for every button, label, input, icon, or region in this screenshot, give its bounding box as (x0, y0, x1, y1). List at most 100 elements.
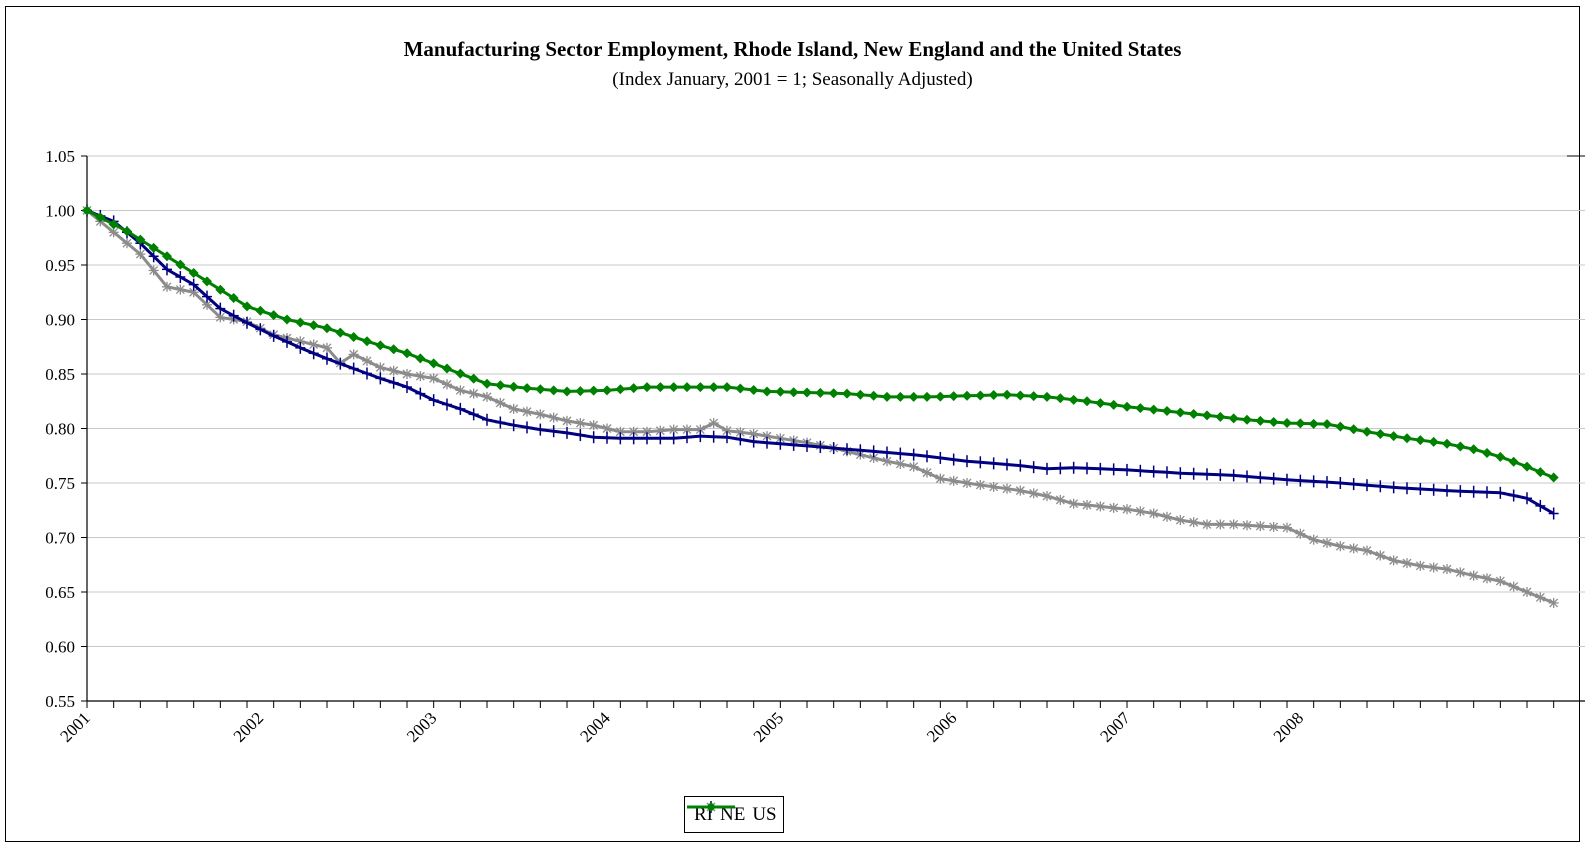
point-ri (415, 371, 426, 382)
point-ri (1522, 587, 1532, 597)
point-us (135, 234, 146, 245)
point-ne (1402, 482, 1412, 495)
point-ri (508, 403, 519, 414)
point-us (82, 205, 92, 216)
point-ne (775, 437, 786, 450)
point-ne (1335, 477, 1346, 489)
point-us (1348, 424, 1359, 435)
point-us (482, 378, 492, 389)
point-ne (1028, 461, 1039, 474)
y-tick-label: 0.70 (45, 529, 75, 548)
point-ri (988, 481, 999, 492)
point-us (122, 226, 132, 237)
point-ne (1202, 468, 1212, 481)
point-ne (348, 362, 359, 375)
point-us (908, 391, 919, 402)
point-ne (1228, 469, 1239, 482)
point-us (695, 382, 706, 393)
point-us (655, 382, 666, 393)
point-ri (602, 423, 612, 434)
point-us (255, 305, 266, 316)
point-us (1188, 409, 1199, 420)
point-ri (1135, 506, 1146, 517)
point-ne (268, 329, 279, 342)
point-us (828, 388, 839, 399)
point-ri (1548, 597, 1559, 608)
legend-item-us: US (687, 802, 777, 826)
x-tick-label: 2005 (750, 708, 787, 745)
point-ri (348, 349, 359, 360)
point-ne (535, 423, 546, 436)
point-us (788, 387, 799, 398)
point-ri (935, 473, 946, 484)
series-line-ri (86, 209, 1555, 605)
point-ri (1495, 576, 1506, 587)
point-ne (1002, 458, 1012, 471)
point-us (95, 212, 106, 223)
point-ne (895, 447, 906, 460)
legend: RI NE US (684, 796, 784, 833)
point-us (522, 383, 532, 394)
point-ne (1268, 472, 1279, 485)
point-us (1402, 433, 1412, 444)
point-ne (802, 439, 812, 452)
point-us (1495, 451, 1506, 462)
point-us (1122, 401, 1132, 412)
point-us (1095, 398, 1106, 409)
point-us (148, 242, 159, 253)
point-us (882, 391, 892, 402)
point-us (1175, 407, 1186, 418)
point-ne (1042, 462, 1052, 475)
point-us (1268, 416, 1279, 427)
point-ri (1228, 519, 1239, 530)
point-ne (1148, 465, 1159, 478)
point-us (975, 390, 986, 401)
point-ri (1442, 564, 1452, 575)
point-ri (1455, 567, 1466, 578)
point-ri (1188, 517, 1199, 528)
point-ri (682, 424, 692, 435)
point-us (188, 267, 199, 278)
point-ri (868, 452, 879, 463)
point-ne (442, 398, 452, 411)
point-us (948, 391, 959, 402)
point-ne (708, 430, 719, 443)
point-ne (628, 432, 639, 445)
y-tick-label: 0.65 (45, 583, 75, 602)
point-ne (548, 425, 559, 438)
y-tick-label: 0.55 (45, 692, 75, 711)
point-us (775, 386, 786, 397)
point-ri (122, 238, 132, 249)
point-us (468, 373, 479, 384)
point-us (802, 387, 812, 398)
point-us (562, 386, 572, 397)
point-ri (482, 391, 492, 402)
point-ne (1015, 459, 1026, 472)
y-tick-label: 0.95 (45, 256, 75, 275)
point-ne (375, 372, 386, 385)
point-ne (1455, 485, 1466, 498)
x-tick-label: 2003 (403, 708, 440, 745)
point-ri (495, 397, 506, 408)
point-ri (215, 312, 226, 323)
point-us (1308, 418, 1319, 429)
point-ri (1148, 508, 1159, 519)
point-ne (722, 431, 732, 444)
point-ne (935, 451, 946, 464)
point-us (335, 327, 346, 338)
chart-subtitle: (Index January, 2001 = 1; Seasonally Adj… (612, 69, 973, 90)
point-us (1255, 415, 1266, 426)
point-ri (1482, 573, 1492, 584)
point-ne (402, 381, 412, 394)
point-ne (322, 352, 332, 365)
point-us (548, 385, 559, 396)
point-ri (148, 265, 159, 276)
point-ri (1082, 500, 1092, 511)
point-us (202, 276, 212, 287)
point-ri (1015, 485, 1026, 496)
point-ne (215, 302, 226, 315)
point-ne (1188, 467, 1199, 480)
point-ri (908, 461, 919, 472)
point-us (855, 389, 866, 400)
